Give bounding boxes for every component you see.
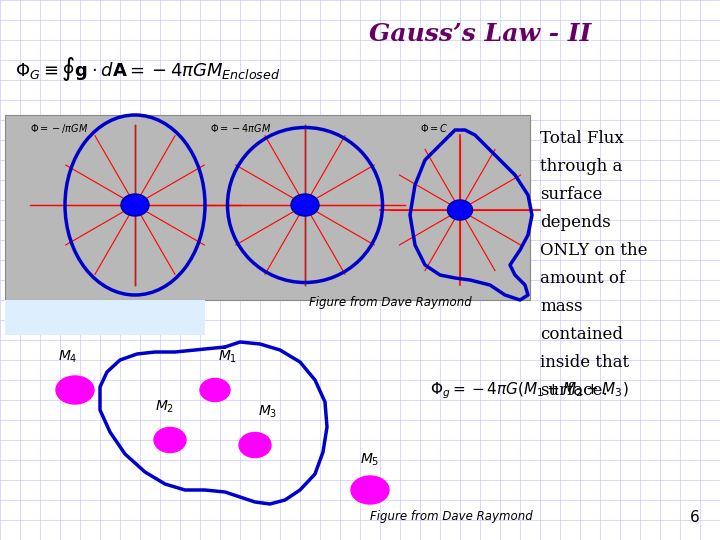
Text: $M_3$: $M_3$: [258, 403, 277, 420]
Text: surface: surface: [540, 186, 603, 203]
Ellipse shape: [56, 376, 94, 404]
Text: depends: depends: [540, 214, 611, 231]
Text: $M_2$: $M_2$: [155, 399, 174, 415]
Text: $M_5$: $M_5$: [360, 451, 379, 468]
Text: contained: contained: [540, 326, 623, 343]
Ellipse shape: [154, 428, 186, 453]
Ellipse shape: [448, 200, 472, 220]
Text: $\Phi = C$: $\Phi = C$: [420, 122, 449, 134]
Text: surface.: surface.: [540, 382, 608, 399]
Text: $\Phi = -4\pi GM$: $\Phi = -4\pi GM$: [210, 122, 271, 134]
Ellipse shape: [239, 433, 271, 457]
Ellipse shape: [351, 476, 389, 504]
Text: through a: through a: [540, 158, 622, 175]
Text: $M_4$: $M_4$: [58, 349, 78, 365]
Text: Gauss’s Law - II: Gauss’s Law - II: [369, 22, 591, 46]
Ellipse shape: [200, 379, 230, 402]
Text: $M_1$: $M_1$: [218, 349, 237, 365]
Text: amount of: amount of: [540, 270, 625, 287]
Bar: [5, 115, 530, 300]
Text: ONLY on the: ONLY on the: [540, 242, 647, 259]
Text: $\Phi = -/\pi GM$: $\Phi = -/\pi GM$: [30, 122, 89, 135]
Text: mass: mass: [540, 298, 582, 315]
Text: $\Phi_G \equiv \oint \mathbf{g} \cdot d\mathbf{A} = -4\pi GM_{Enclosed}$: $\Phi_G \equiv \oint \mathbf{g} \cdot d\…: [15, 55, 280, 83]
Ellipse shape: [121, 194, 149, 216]
Text: Figure from Dave Raymond: Figure from Dave Raymond: [370, 510, 533, 523]
Text: Total Flux: Total Flux: [540, 130, 624, 147]
Text: $\Phi_g = -4\pi G(M_1 + M_2 + M_3)$: $\Phi_g = -4\pi G(M_1 + M_2 + M_3)$: [430, 380, 629, 401]
Text: 6: 6: [690, 510, 700, 525]
Bar: [5, 300, 205, 335]
Ellipse shape: [291, 194, 319, 216]
Text: inside that: inside that: [540, 354, 629, 371]
Text: Figure from Dave Raymond: Figure from Dave Raymond: [309, 296, 472, 309]
